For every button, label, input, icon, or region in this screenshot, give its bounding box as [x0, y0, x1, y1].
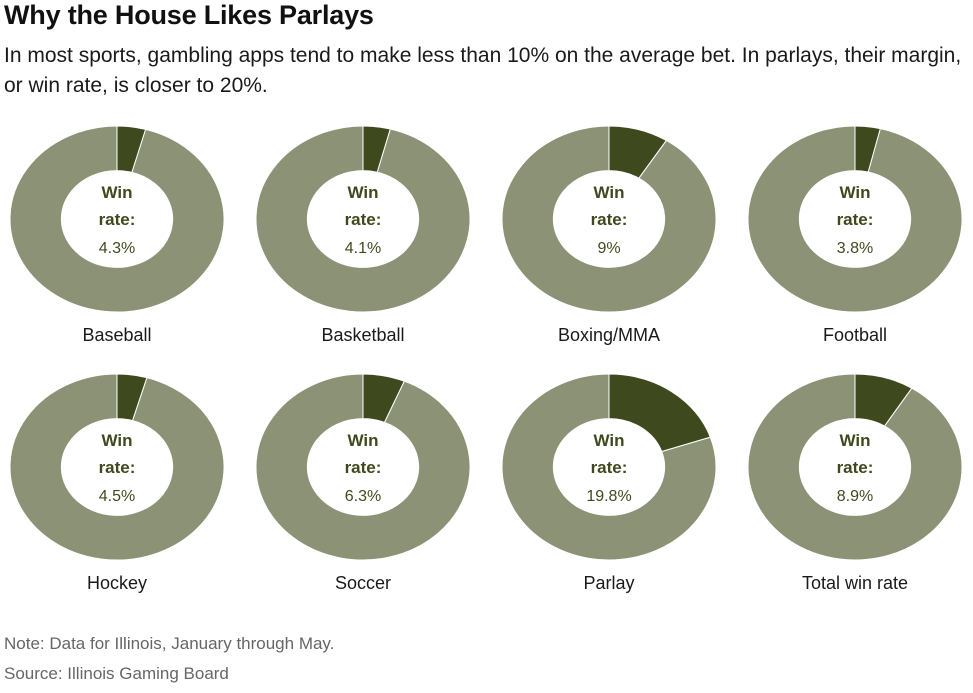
slice-remainder-baseball [9, 125, 225, 313]
category-label-basketball: Basketball [321, 325, 404, 345]
center-label-line-1: Win [347, 183, 378, 202]
center-label-line-2: rate: [345, 458, 382, 477]
slice-remainder-football [747, 125, 963, 313]
chart-title: Why the House Likes Parlays [4, 0, 374, 30]
slice-win-rate-boxing-mma [608, 125, 668, 179]
donut-basketball: Win rate: 4.1% Basketball [255, 125, 471, 345]
center-label-line-2: rate: [99, 210, 136, 229]
center-label-line-2: rate: [837, 210, 874, 229]
donut-total-win-rate: Win rate: 8.9% Total win rate [747, 373, 963, 593]
slice-win-rate-total-win-rate [854, 373, 913, 427]
chart-subtitle: In most sports, gambling apps tend to ma… [4, 44, 962, 97]
slice-remainder-parlay [501, 373, 717, 561]
win-rate-value-soccer: 6.3% [345, 488, 381, 505]
win-rate-value-total-win-rate: 8.9% [837, 488, 873, 505]
slice-remainder-hockey [9, 373, 225, 561]
center-label-line-1: Win [593, 183, 624, 202]
slice-remainder-total-win-rate [747, 373, 963, 561]
donut-baseball: Win rate: 4.3% Baseball [9, 125, 225, 345]
slice-remainder-soccer [255, 373, 471, 561]
donut-soccer: Win rate: 6.3% Soccer [255, 373, 471, 593]
win-rate-value-hockey: 4.5% [99, 488, 135, 505]
slice-win-rate-basketball [362, 125, 391, 173]
center-label-line-1: Win [101, 183, 132, 202]
center-label-line-1: Win [347, 431, 378, 450]
center-label-line-1: Win [593, 431, 624, 450]
donut-football: Win rate: 3.8% Football [747, 125, 963, 345]
center-label-line-1: Win [839, 431, 870, 450]
donut-charts-grid: Win rate: 4.3% Baseball Win rate: 4.1% Basketba… [9, 125, 963, 593]
win-rate-value-basketball: 4.1% [345, 240, 381, 257]
category-label-parlay: Parlay [583, 573, 634, 593]
slice-remainder-boxing-mma [501, 125, 717, 313]
slice-win-rate-parlay [608, 373, 712, 453]
center-label-line-2: rate: [591, 210, 628, 229]
donut-boxing-mma: Win rate: 9% Boxing/MMA [501, 125, 717, 345]
slice-win-rate-baseball [116, 125, 147, 173]
slice-win-rate-hockey [116, 373, 148, 422]
category-label-boxing-mma: Boxing/MMA [558, 325, 660, 345]
category-label-total-win-rate: Total win rate [802, 573, 908, 593]
donut-parlay: Win rate: 19.8% Parlay [501, 373, 717, 593]
center-label-line-2: rate: [591, 458, 628, 477]
donut-hockey: Win rate: 4.5% Hockey [9, 373, 225, 593]
category-label-soccer: Soccer [335, 573, 391, 593]
center-label-line-1: Win [101, 431, 132, 450]
category-label-hockey: Hockey [87, 573, 147, 593]
slice-win-rate-soccer [362, 373, 405, 424]
footnote: Note: Data for Illinois, January through… [4, 634, 335, 653]
category-label-baseball: Baseball [82, 325, 151, 345]
slice-remainder-basketball [255, 125, 471, 313]
source-note: Source: Illinois Gaming Board [4, 664, 229, 683]
category-label-football: Football [823, 325, 887, 345]
win-rate-value-football: 3.8% [837, 240, 873, 257]
center-label-line-2: rate: [99, 458, 136, 477]
center-label-line-2: rate: [345, 210, 382, 229]
win-rate-value-boxing-mma: 9% [597, 240, 620, 257]
center-label-line-2: rate: [837, 458, 874, 477]
win-rate-value-baseball: 4.3% [99, 240, 135, 257]
center-label-line-1: Win [839, 183, 870, 202]
win-rate-value-parlay: 19.8% [586, 488, 631, 505]
slice-win-rate-football [854, 125, 881, 173]
